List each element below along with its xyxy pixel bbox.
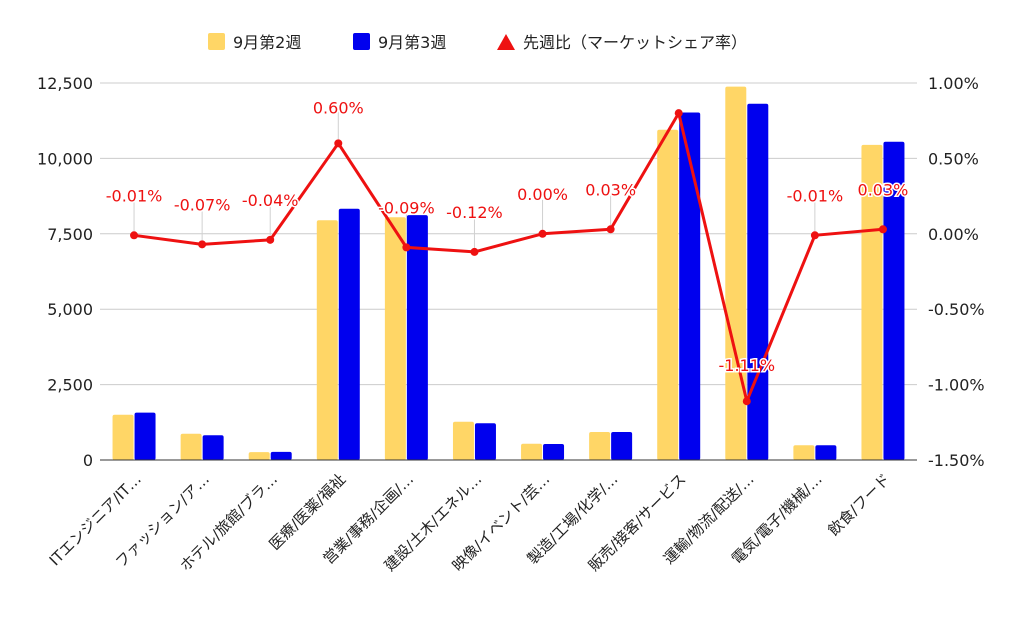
right-axis: -1.50% -1.00% -0.50% 0.00% 0.50% 1.00% — [928, 74, 985, 470]
bar — [406, 215, 428, 460]
line-data-label: -0.01% — [106, 186, 163, 205]
bar — [543, 444, 565, 460]
legend-label: 先週比（マーケットシェア率） — [523, 33, 747, 52]
x-axis: ITエンジニア/IT…ファッション/ア…ホテル/旅館/ブラ…医療/医薬/福祉営業… — [46, 470, 894, 575]
legend-swatch — [353, 33, 370, 50]
right-tick-label: 1.00% — [928, 74, 979, 93]
left-tick-label: 5,000 — [47, 300, 93, 319]
legend-swatch — [208, 33, 225, 50]
left-tick-label: 2,500 — [47, 376, 93, 395]
line-data-label: -1.11% — [718, 356, 775, 375]
line-point — [606, 225, 615, 234]
bar — [180, 433, 202, 460]
bar — [202, 435, 224, 460]
bar — [793, 445, 815, 460]
line-data-label: -0.12% — [446, 203, 503, 222]
bar — [112, 414, 134, 460]
bar — [883, 141, 905, 460]
share-line: -0.01% -0.07% -0.04% 0.60% -0.09% -0.12% 0.00%… — [104, 97, 910, 406]
line-data-label: 0.03% — [858, 180, 909, 199]
line-data-label: -0.04% — [242, 191, 299, 210]
line-point — [198, 240, 207, 249]
bar — [270, 451, 292, 460]
right-tick-label: 0.50% — [928, 149, 979, 168]
line-point — [130, 231, 139, 240]
bar — [861, 144, 883, 460]
gridlines — [100, 82, 917, 461]
line-point — [878, 225, 887, 234]
x-tick-label: 飲食/フード — [824, 470, 893, 539]
line-point — [334, 139, 343, 148]
line-point — [402, 243, 411, 252]
legend: 9月第2週 9月第3週 先週比（マーケットシェア率） — [208, 33, 747, 52]
bar — [384, 217, 406, 460]
bars — [100, 86, 917, 461]
left-tick-label: 10,000 — [37, 149, 93, 168]
left-tick-label: 7,500 — [47, 225, 93, 244]
share-polyline — [133, 111, 884, 403]
left-tick-label: 12,500 — [37, 74, 93, 93]
bar — [248, 452, 270, 460]
left-axis: 0 2,500 5,000 7,500 10,000 12,500 — [37, 74, 93, 470]
line-data-label: -0.01% — [787, 186, 844, 205]
bar — [611, 431, 633, 460]
line-data-label: 0.60% — [313, 98, 364, 117]
line-point — [266, 235, 275, 244]
right-tick-label: -1.00% — [928, 376, 985, 395]
line-data-label: -0.07% — [174, 195, 231, 214]
bar — [338, 208, 360, 460]
bar — [747, 103, 769, 461]
line-data-label: 0.00% — [517, 185, 568, 204]
line-data-label: 0.03% — [585, 180, 636, 199]
bar — [657, 129, 679, 461]
right-tick-label: -1.50% — [928, 451, 985, 470]
legend-label: 9月第2週 — [233, 33, 301, 52]
bar — [815, 445, 837, 460]
legend-label: 9月第3週 — [378, 33, 446, 52]
bar — [134, 412, 156, 460]
right-tick-label: -0.50% — [928, 300, 985, 319]
line-point — [810, 231, 819, 240]
line-point — [742, 397, 751, 406]
right-tick-label: 0.00% — [928, 225, 979, 244]
bar — [725, 86, 747, 460]
bar — [474, 423, 496, 460]
bar — [316, 220, 338, 460]
bar — [679, 112, 701, 461]
bar — [589, 431, 611, 460]
bar — [521, 443, 543, 460]
line-point — [470, 247, 479, 256]
line-data-label: -0.09% — [378, 198, 435, 217]
line-point — [674, 109, 683, 118]
line-point — [538, 229, 547, 238]
left-tick-label: 0 — [83, 451, 93, 470]
bar — [452, 421, 474, 460]
legend-triangle-icon — [497, 34, 515, 50]
